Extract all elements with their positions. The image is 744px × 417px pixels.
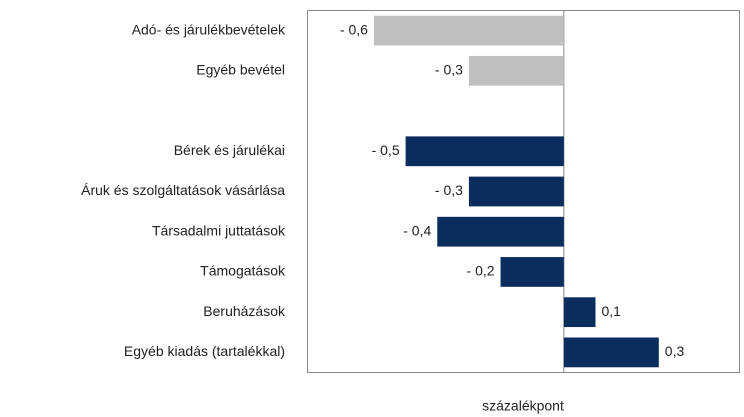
bar: [437, 216, 564, 247]
value-label: - 0,6: [340, 21, 368, 37]
value-label: 0,3: [665, 343, 685, 359]
value-label: - 0,2: [467, 263, 495, 279]
x-axis-label: százalékpont: [482, 398, 564, 414]
value-label: - 0,3: [435, 62, 463, 78]
y-tick-label: Egyéb kiadás (tartalékkal): [124, 343, 285, 359]
bar: [468, 176, 564, 207]
bar: [563, 337, 659, 368]
bar: [405, 136, 564, 167]
y-tick-label: Egyéb bevétel: [196, 62, 285, 78]
value-label: - 0,5: [372, 142, 400, 158]
value-label: 0,1: [602, 303, 622, 319]
y-tick-label: Áruk és szolgáltatások vásárlása: [81, 182, 285, 198]
bar: [373, 15, 564, 46]
bar: [500, 257, 564, 287]
plot-frame: [307, 10, 740, 373]
value-label: - 0,3: [435, 182, 463, 198]
y-tick-label: Támogatások: [200, 263, 286, 279]
y-tick-label: Beruházások: [203, 303, 286, 319]
bar: [468, 55, 564, 86]
bar: [563, 297, 596, 328]
y-tick-label: Bérek és járulékai: [174, 142, 285, 158]
value-label: - 0,4: [403, 222, 431, 238]
y-tick-label: Adó- és járulékbevételek: [132, 21, 286, 37]
y-tick-label: Társadalmi juttatások: [152, 222, 286, 238]
